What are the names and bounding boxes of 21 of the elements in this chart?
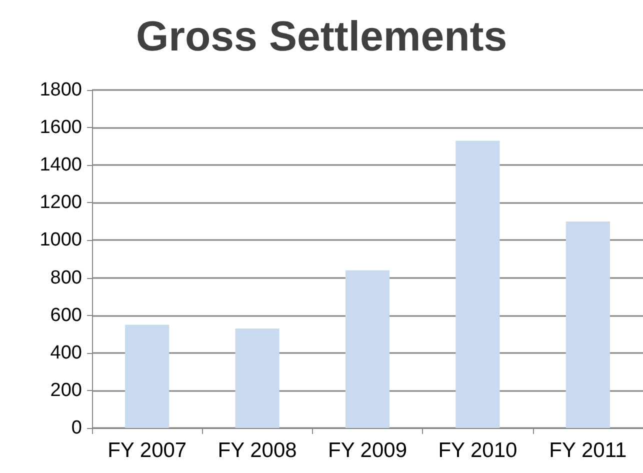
y-tick-label: 200	[50, 380, 82, 401]
bar	[125, 324, 170, 428]
chart-title: Gross Settlements	[136, 12, 508, 60]
x-tick-label: FY 2007	[108, 439, 187, 462]
x-tick-label: FY 2010	[438, 439, 518, 462]
y-tick-label: 1600	[40, 117, 82, 138]
bar	[235, 328, 280, 428]
y-tick-label: 600	[50, 304, 82, 326]
x-tick-label: FY 2011	[549, 439, 627, 462]
y-tick-label: 1400	[40, 154, 82, 176]
y-tick-label: 1000	[40, 230, 82, 251]
bar	[345, 270, 390, 428]
y-tick-label: 0	[71, 418, 82, 438]
bar	[566, 221, 610, 428]
y-tick-label: 400	[50, 342, 82, 364]
bar	[456, 140, 500, 428]
y-tick-label: 1800	[40, 80, 82, 100]
x-tick-label: FY 2009	[328, 439, 408, 462]
y-tick-label: 1200	[40, 192, 82, 214]
x-tick-label: FY 2008	[218, 439, 297, 462]
y-tick-label: 800	[50, 267, 82, 288]
